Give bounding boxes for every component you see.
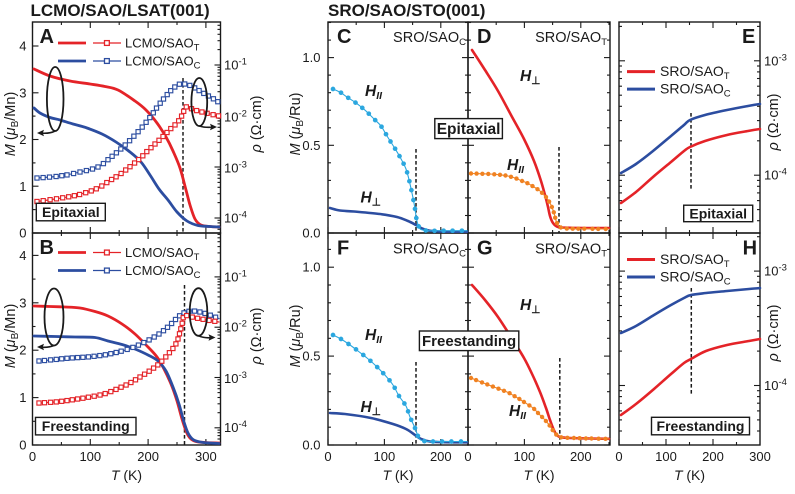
svg-text:H: H: [743, 238, 757, 260]
svg-text:2: 2: [19, 343, 26, 358]
svg-text:10-3: 10-3: [224, 370, 247, 386]
svg-text:M (μB/Mn): M (μB/Mn): [3, 304, 21, 369]
svg-text:Freestanding: Freestanding: [657, 418, 745, 434]
svg-text:0.0: 0.0: [302, 438, 320, 453]
svg-text:4: 4: [19, 39, 26, 54]
svg-text:SRO/SAOT: SRO/SAOT: [535, 30, 607, 48]
svg-text:200: 200: [430, 449, 452, 464]
svg-text:SRO/SAOC: SRO/SAOC: [660, 81, 731, 100]
svg-text:T (K): T (K): [523, 467, 554, 483]
svg-text:C: C: [337, 26, 351, 48]
svg-text:Freestanding: Freestanding: [42, 418, 130, 434]
svg-text:300: 300: [195, 449, 217, 464]
svg-text:SRO/SAOC: SRO/SAOC: [660, 269, 731, 288]
svg-text:10-3: 10-3: [764, 263, 787, 279]
svg-text:M (μB/Ru): M (μB/Ru): [288, 93, 306, 156]
svg-text:HII: HII: [365, 83, 383, 102]
svg-text:0.0: 0.0: [302, 226, 320, 241]
svg-text:10-1: 10-1: [224, 268, 247, 284]
svg-text:1.0: 1.0: [302, 50, 320, 65]
svg-text:Epitaxial: Epitaxial: [437, 121, 501, 138]
svg-text:LCMO/SAOC: LCMO/SAOC: [125, 263, 201, 281]
svg-text:Freestanding: Freestanding: [422, 333, 516, 350]
svg-text:T (K): T (K): [382, 467, 413, 483]
svg-text:1.0: 1.0: [302, 260, 320, 275]
svg-text:SRO/SAOT: SRO/SAOT: [535, 242, 607, 260]
svg-text:100: 100: [655, 449, 677, 464]
svg-text:3: 3: [19, 295, 26, 310]
svg-text:10-2: 10-2: [224, 319, 247, 335]
svg-text:0: 0: [29, 449, 36, 464]
svg-text:LCMO/SAOT: LCMO/SAOT: [125, 36, 200, 54]
svg-text:10-3: 10-3: [764, 52, 787, 68]
svg-text:M (μB/Ru): M (μB/Ru): [288, 305, 306, 368]
svg-text:100: 100: [374, 449, 396, 464]
svg-text:H⊥: H⊥: [520, 297, 540, 316]
svg-text:200: 200: [137, 449, 159, 464]
svg-text:A: A: [40, 26, 54, 48]
svg-text:LCMO/SAOT: LCMO/SAOT: [125, 245, 200, 263]
svg-text:2: 2: [19, 132, 26, 147]
svg-text:Epitaxial: Epitaxial: [42, 204, 100, 220]
svg-text:10-2: 10-2: [224, 108, 247, 124]
svg-text:0: 0: [464, 449, 471, 464]
svg-text:100: 100: [514, 449, 536, 464]
svg-text:SRO/SAOC: SRO/SAOC: [393, 242, 466, 260]
svg-text:H⊥: H⊥: [361, 399, 381, 418]
svg-text:E: E: [742, 26, 755, 48]
svg-text:T (K): T (K): [111, 467, 142, 483]
svg-text:4: 4: [19, 248, 26, 263]
svg-text:300: 300: [749, 449, 771, 464]
svg-text:M (μB/Mn): M (μB/Mn): [3, 92, 21, 157]
svg-text:200: 200: [702, 449, 724, 464]
svg-text:D: D: [477, 26, 491, 48]
svg-text:H⊥: H⊥: [520, 68, 540, 87]
svg-text:200: 200: [570, 449, 592, 464]
svg-text:100: 100: [79, 449, 101, 464]
svg-text:10-1: 10-1: [224, 57, 247, 73]
svg-text:Epitaxial: Epitaxial: [689, 205, 747, 221]
svg-text:ρ (Ω·cm): ρ (Ω·cm): [766, 305, 782, 363]
svg-text:0: 0: [324, 449, 331, 464]
svg-text:HII: HII: [509, 403, 527, 422]
svg-text:ρ (Ω·cm): ρ (Ω·cm): [249, 308, 265, 366]
svg-text:3: 3: [19, 85, 26, 100]
svg-text:H⊥: H⊥: [361, 190, 381, 209]
svg-text:10-4: 10-4: [224, 419, 247, 435]
svg-text:10-4: 10-4: [224, 210, 247, 226]
svg-text:LCMO/SAOC: LCMO/SAOC: [125, 54, 201, 72]
svg-text:T (K): T (K): [674, 467, 705, 483]
svg-text:SRO/SAO/STO(001): SRO/SAO/STO(001): [328, 1, 485, 20]
svg-text:SRO/SAOT: SRO/SAOT: [660, 63, 730, 82]
svg-text:0: 0: [19, 438, 26, 453]
svg-text:F: F: [337, 238, 349, 260]
svg-text:HII: HII: [507, 157, 525, 176]
svg-text:1: 1: [19, 179, 26, 194]
svg-text:B: B: [40, 237, 54, 259]
svg-text:0: 0: [615, 449, 622, 464]
svg-text:0: 0: [19, 226, 26, 241]
svg-text:10-4: 10-4: [764, 167, 787, 183]
svg-text:SRO/SAOC: SRO/SAOC: [393, 30, 466, 48]
svg-text:SRO/SAOT: SRO/SAOT: [660, 251, 730, 270]
svg-text:1: 1: [19, 390, 26, 405]
svg-text:0.5: 0.5: [302, 138, 320, 153]
svg-text:ρ (Ω·cm): ρ (Ω·cm): [249, 96, 265, 154]
svg-text:ρ (Ω·cm): ρ (Ω·cm): [766, 94, 782, 152]
svg-text:10-3: 10-3: [224, 159, 247, 175]
svg-text:HII: HII: [365, 327, 383, 346]
svg-text:10-4: 10-4: [764, 377, 787, 393]
svg-text:G: G: [477, 238, 493, 260]
svg-text:0.5: 0.5: [302, 349, 320, 364]
svg-text:LCMO/SAO/LSAT(001): LCMO/SAO/LSAT(001): [31, 1, 210, 20]
